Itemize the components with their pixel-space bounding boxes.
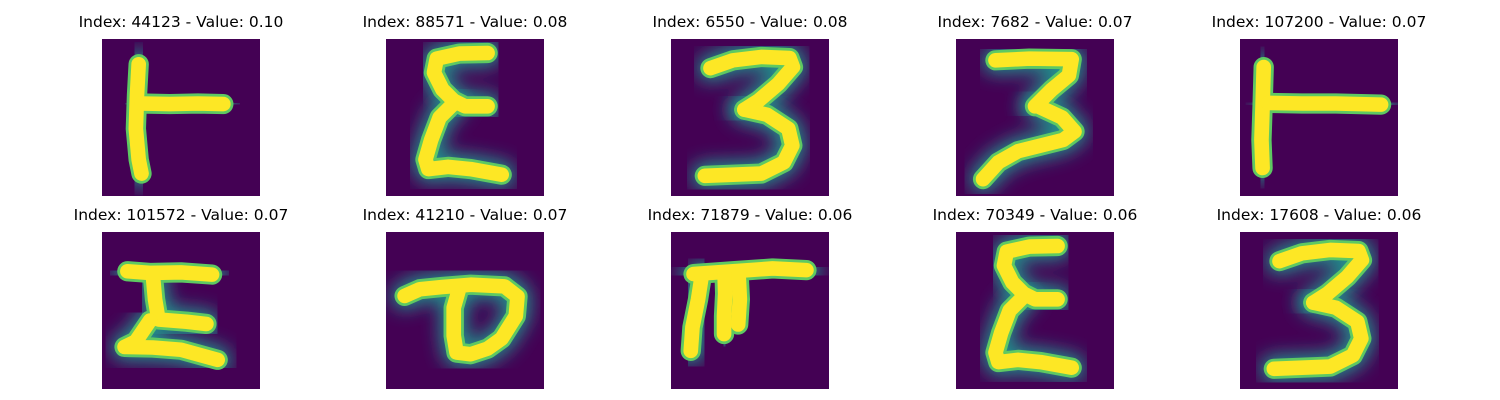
glyph-strokes (969, 45, 1089, 193)
glyph-strokes (677, 254, 820, 365)
glyph-stroke (1260, 95, 1389, 112)
panel-title: Index: 70349 - Value: 0.06 (932, 206, 1138, 224)
glyph-stroke (703, 49, 801, 117)
glyph-stroke (716, 266, 733, 342)
image-panel: Index: 17608 - Value: 0.06 (1204, 205, 1434, 390)
glyph-stroke (1266, 295, 1369, 377)
glyph-stroke (134, 96, 231, 112)
panel-title: Index: 17608 - Value: 0.06 (1216, 206, 1422, 224)
image-panel: Index: 7682 - Value: 0.07 (920, 12, 1150, 197)
glyph-stroke (426, 45, 495, 114)
glyph-stroke (120, 263, 220, 282)
panel-title: Index: 44123 - Value: 0.10 (78, 13, 284, 31)
digit-image (1240, 232, 1398, 389)
image-panel: Index: 41210 - Value: 0.07 (350, 205, 580, 390)
digit-image (386, 232, 544, 389)
image-panel: Index: 6550 - Value: 0.08 (635, 12, 865, 197)
glyph-stroke (697, 102, 800, 184)
glyph-stroke (397, 277, 525, 362)
digit-image (671, 232, 829, 389)
image-panel: Index: 71879 - Value: 0.06 (635, 205, 865, 390)
image-panel: Index: 70349 - Value: 0.06 (920, 205, 1150, 390)
glyph-stroke (975, 98, 1082, 187)
panel-title: Index: 88571 - Value: 0.08 (362, 13, 568, 31)
digit-image (386, 39, 544, 196)
glyph-strokes (411, 39, 516, 189)
panel-title: Index: 71879 - Value: 0.06 (647, 206, 853, 224)
glyph-strokes (122, 50, 237, 188)
panel-title: Index: 6550 - Value: 0.08 (652, 13, 848, 31)
glyph-stroke (418, 96, 510, 182)
digit-image (102, 232, 260, 389)
glyph-stroke (128, 56, 149, 181)
glyph-strokes (391, 271, 532, 368)
glyph-strokes (691, 43, 807, 190)
glyph-stroke (1254, 59, 1272, 176)
digit-image (1240, 39, 1398, 196)
glyph-stroke (145, 267, 214, 332)
digit-image (671, 39, 829, 196)
digit-image (956, 232, 1114, 389)
glyph-stroke (996, 238, 1065, 307)
image-panel: Index: 101572 - Value: 0.07 (66, 205, 296, 390)
panel-title: Index: 41210 - Value: 0.07 (362, 206, 568, 224)
panel-title: Index: 101572 - Value: 0.07 (73, 206, 289, 224)
glyph-strokes (1247, 53, 1395, 182)
image-panel: Index: 88571 - Value: 0.08 (350, 12, 580, 197)
glyph-strokes (111, 257, 232, 374)
panel-title: Index: 107200 - Value: 0.07 (1211, 13, 1427, 31)
panel-title: Index: 7682 - Value: 0.07 (937, 13, 1133, 31)
glyph-stroke (988, 289, 1080, 375)
image-panel: Index: 107200 - Value: 0.07 (1204, 12, 1434, 197)
glyph-stroke (1272, 242, 1370, 310)
glyph-stroke (988, 51, 1080, 114)
glyph-stroke (730, 269, 748, 332)
glyph-strokes (981, 232, 1086, 382)
glyph-stroke (683, 266, 710, 359)
glyph-stroke (117, 313, 226, 368)
image-panel: Index: 44123 - Value: 0.10 (66, 12, 296, 197)
glyph-strokes (1260, 236, 1376, 383)
digit-image (956, 39, 1114, 196)
glyph-stroke (686, 261, 814, 282)
digit-image (102, 39, 260, 196)
